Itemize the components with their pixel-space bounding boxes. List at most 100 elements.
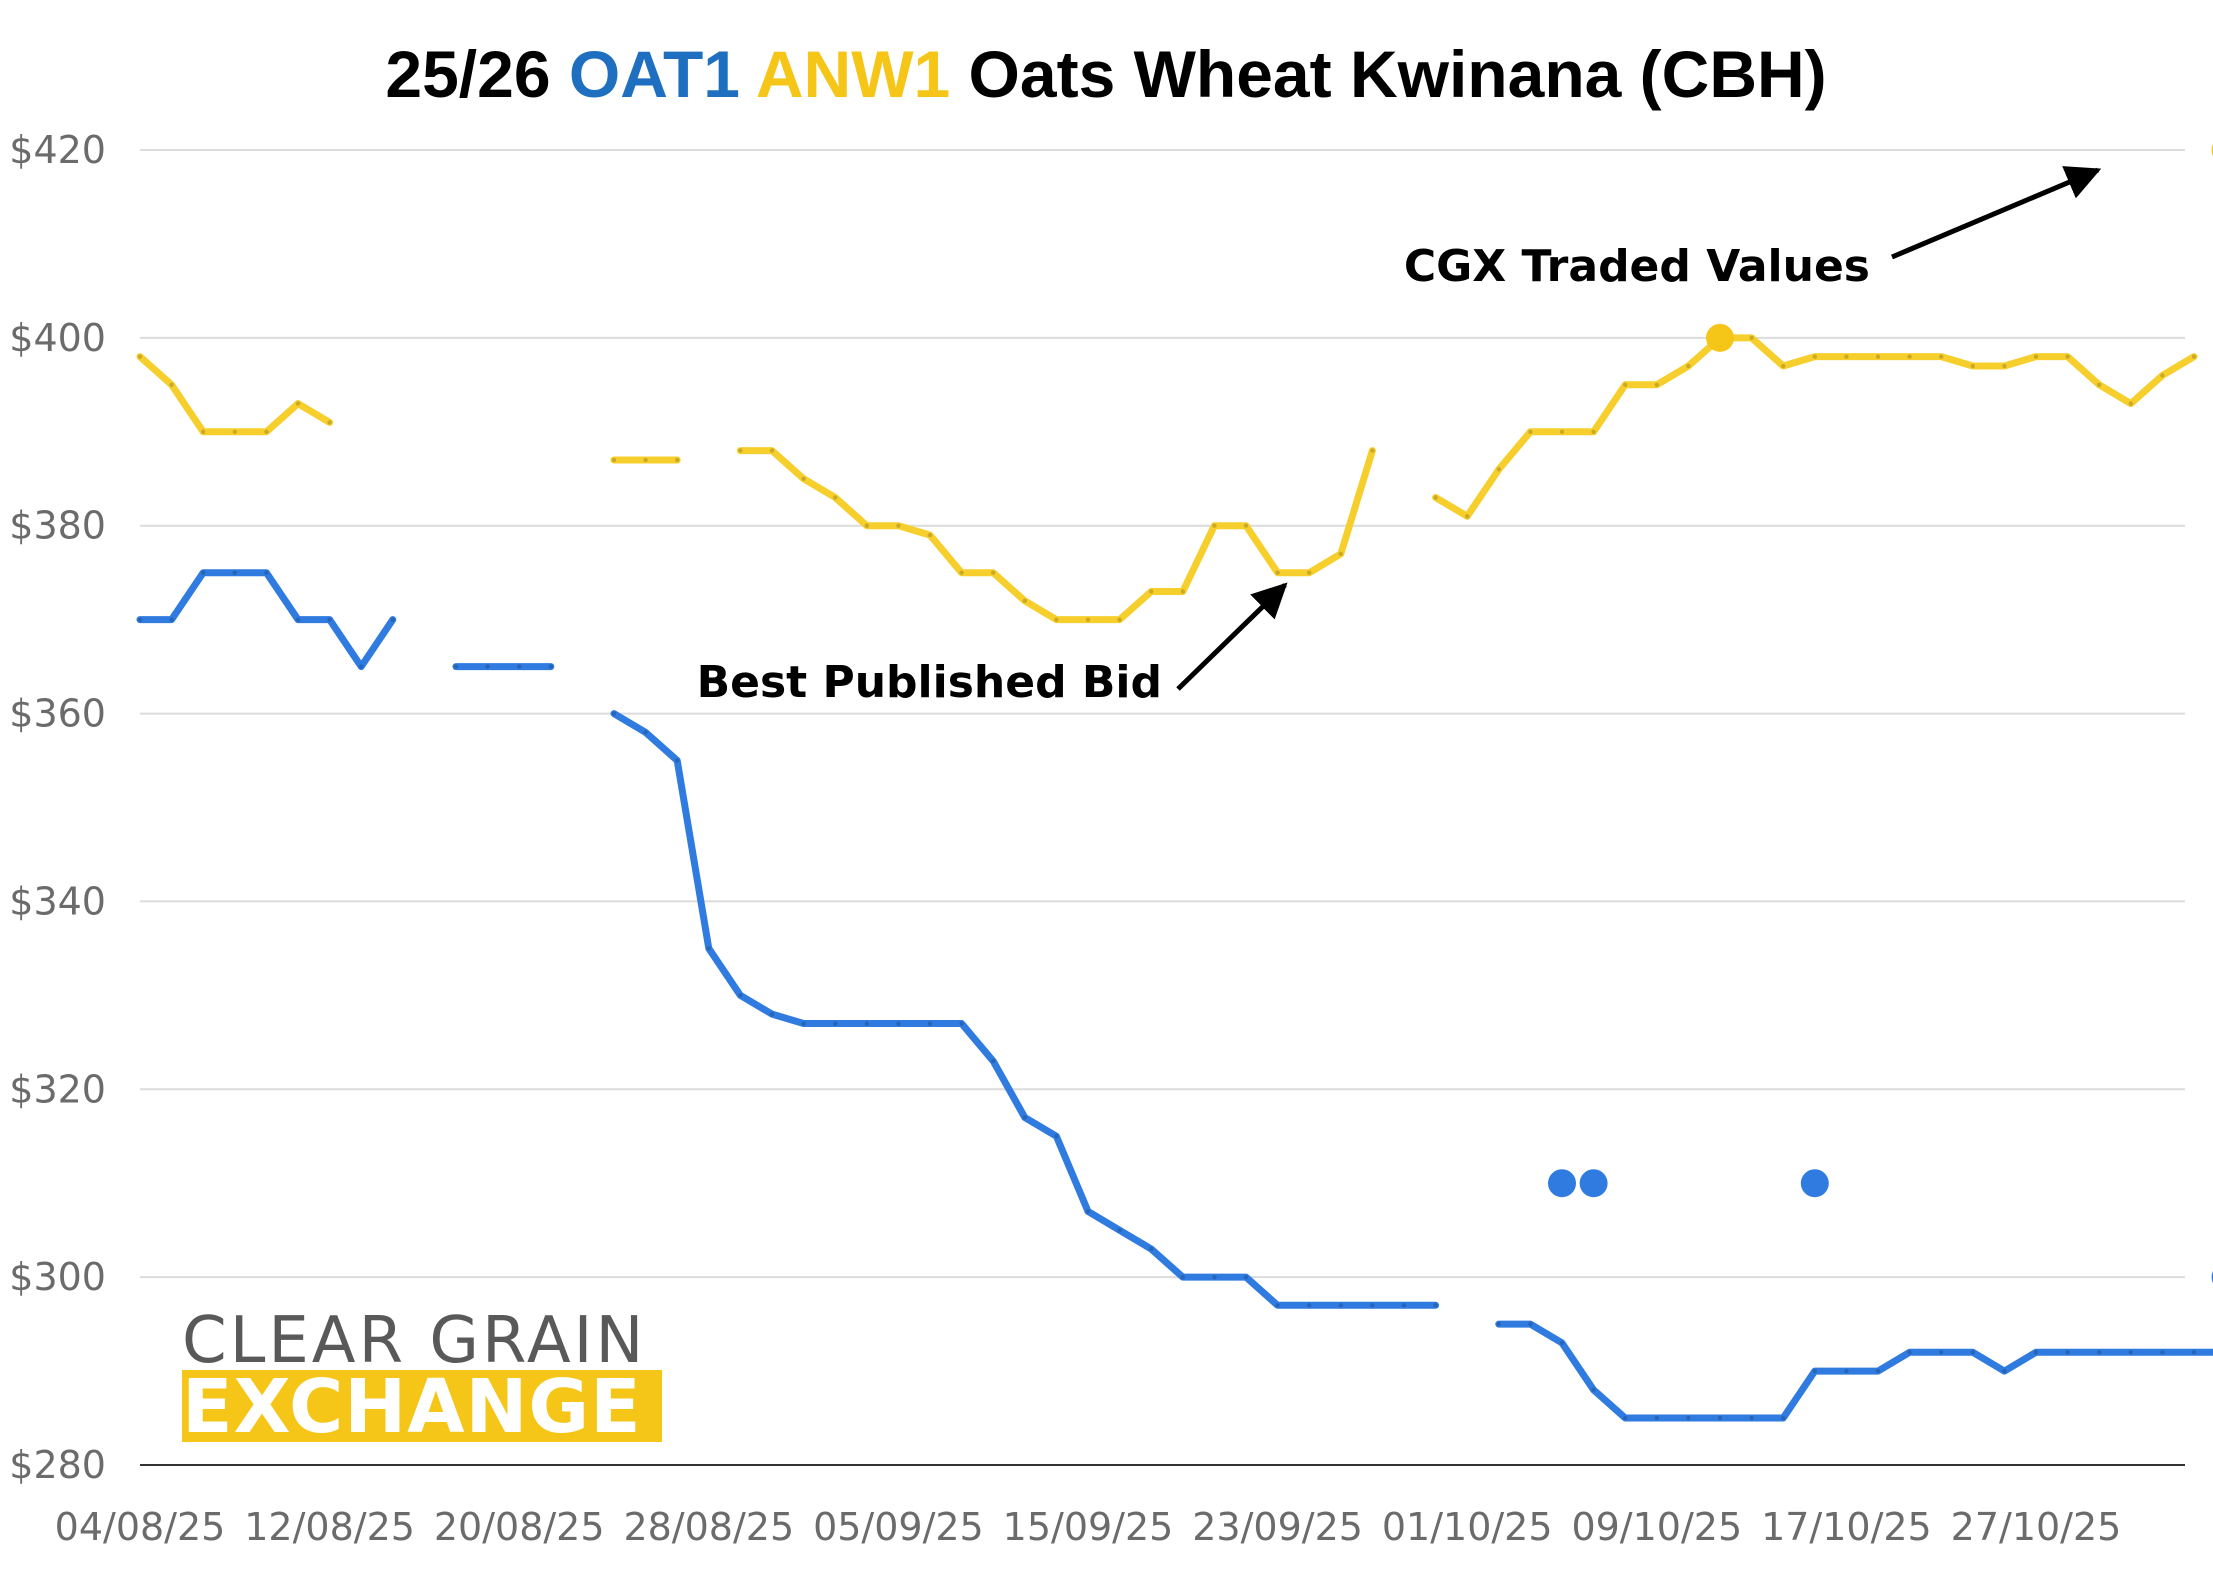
data-point [295, 401, 301, 406]
data-point [359, 664, 364, 669]
data-point [2002, 1368, 2007, 1374]
data-point [1212, 1274, 1217, 1280]
data-point [1939, 354, 1944, 359]
data-point [1654, 1415, 1660, 1421]
data-point [1433, 1303, 1438, 1308]
data-point [1781, 1415, 1786, 1421]
data-point [738, 448, 743, 453]
y-tick-label: $400 [9, 316, 106, 360]
y-tick-label: $280 [9, 1443, 106, 1487]
data-point [1180, 1274, 1186, 1280]
title-part: 25/26 [385, 37, 569, 111]
series-layer [136, 143, 2213, 1422]
data-point [927, 1021, 933, 1026]
data-point [2002, 363, 2007, 369]
data-point [1149, 589, 1154, 594]
x-tick-label: 23/09/25 [1192, 1505, 1363, 1549]
data-point [1307, 570, 1312, 575]
data-point [991, 570, 996, 575]
y-axis: $420 $400 $380 $360 $340 $320 $300 $280 [9, 128, 106, 1487]
data-point [643, 457, 648, 463]
data-point [801, 1021, 806, 1026]
data-point [2160, 1350, 2165, 1355]
data-point [643, 730, 648, 735]
data-point [2160, 373, 2165, 378]
data-point [1022, 1115, 1027, 1120]
data-point [201, 570, 206, 575]
data-point [2128, 1350, 2133, 1355]
data-point [1686, 1415, 1691, 1421]
data-point [137, 617, 143, 622]
data-point [801, 476, 806, 481]
data-point [1085, 1209, 1091, 1214]
data-point [1243, 1274, 1249, 1280]
annotation-best-published-bid: Best Published Bid [697, 582, 1288, 708]
data-point [1338, 551, 1344, 557]
y-tick-label: $380 [9, 504, 106, 548]
clear-grain-exchange-logo: CLEAR GRAIN EXCHANGE [182, 1304, 662, 1450]
data-point [1370, 448, 1375, 453]
data-point [864, 1021, 869, 1026]
data-point [264, 429, 269, 434]
data-point [833, 1021, 838, 1026]
series-oat1-cgx-traded-values [1548, 1169, 2213, 1284]
data-point [137, 354, 143, 359]
data-point [959, 570, 964, 575]
series-line [1432, 334, 2198, 520]
annotation-text: CGX Traded Values [1404, 241, 1870, 292]
series-line [136, 569, 397, 671]
data-point [453, 664, 459, 669]
data-point [1907, 354, 1912, 359]
data-point [1149, 1246, 1154, 1252]
data-point [1054, 617, 1059, 622]
data-point [1085, 617, 1091, 622]
data-point [327, 617, 332, 622]
series-line [736, 447, 1376, 624]
data-point [1812, 1368, 1818, 1374]
data-point [169, 382, 174, 388]
data-point [1117, 1227, 1122, 1233]
data-point [295, 617, 301, 622]
data-point [548, 664, 553, 669]
x-axis: 04/08/25 12/08/25 20/08/25 28/08/25 05/09/25… [55, 1505, 2122, 1549]
title-part-oat1: OAT1 [569, 37, 740, 111]
annotation-arrow [1891, 166, 2102, 260]
traded-value-point [1548, 1169, 1576, 1198]
data-point [864, 523, 869, 528]
data-point [232, 429, 237, 434]
series-line [1495, 1320, 2213, 1422]
data-point [991, 1058, 996, 1064]
data-point [1591, 429, 1596, 434]
data-point [1307, 1303, 1312, 1308]
data-point [675, 758, 680, 763]
data-point [1559, 429, 1565, 434]
data-point [1875, 1368, 1881, 1374]
data-point [1496, 467, 1502, 472]
title-part [740, 37, 756, 111]
data-point [485, 664, 490, 669]
data-point [1433, 495, 1438, 500]
data-point [1243, 523, 1249, 528]
x-tick-label: 01/10/25 [1382, 1505, 1553, 1549]
series-line [136, 353, 334, 436]
data-point [2097, 382, 2102, 388]
data-point [1939, 1350, 1944, 1355]
title-part: Oats Wheat Kwinana (CBH) [950, 37, 1826, 111]
data-point [517, 664, 522, 669]
data-point [2065, 354, 2070, 359]
data-point [706, 946, 711, 951]
data-point [675, 457, 680, 463]
data-point [1781, 363, 1786, 369]
data-point [1686, 363, 1691, 369]
traded-value-point [1800, 1169, 1829, 1198]
data-point [1717, 1415, 1723, 1421]
data-point [959, 1021, 964, 1026]
data-point [201, 429, 206, 434]
y-tick-label: $420 [9, 128, 106, 172]
data-point [327, 420, 332, 425]
data-point [2097, 1350, 2102, 1355]
x-tick-label: 20/08/25 [434, 1505, 605, 1549]
data-point [1275, 1303, 1280, 1308]
data-point [896, 1021, 901, 1026]
data-point [1654, 382, 1660, 388]
